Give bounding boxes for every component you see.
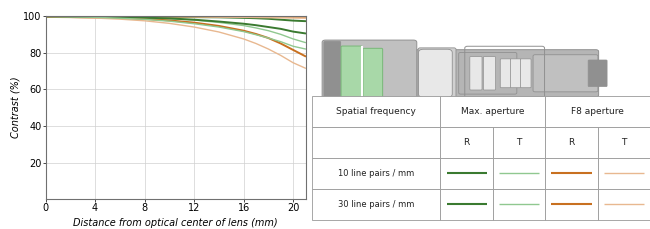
Bar [545,127,597,158]
Text: Spatial frequency: Spatial frequency [336,107,416,116]
FancyBboxPatch shape [472,97,537,123]
FancyBboxPatch shape [484,57,495,90]
Text: 10 line pairs / mm: 10 line pairs / mm [338,169,414,178]
Text: R: R [568,138,575,147]
Bar [312,96,441,127]
Text: R: R [463,138,470,147]
Bar [597,189,650,220]
FancyBboxPatch shape [459,52,517,94]
FancyBboxPatch shape [363,48,383,98]
Bar [597,158,650,189]
FancyBboxPatch shape [521,59,531,88]
FancyBboxPatch shape [324,41,341,105]
Bar [545,189,597,220]
Bar [441,158,493,189]
FancyBboxPatch shape [500,59,511,88]
Text: 30 line pairs / mm: 30 line pairs / mm [338,200,415,209]
Text: F8 aperture: F8 aperture [571,107,624,116]
Bar [597,127,650,158]
FancyBboxPatch shape [418,48,456,99]
Text: T: T [516,138,522,147]
FancyBboxPatch shape [588,60,607,87]
Bar [312,158,441,189]
FancyBboxPatch shape [419,49,452,97]
Bar [441,127,493,158]
FancyBboxPatch shape [322,40,417,106]
Bar [545,158,597,189]
Y-axis label: Contrast (%): Contrast (%) [10,77,20,139]
Bar [493,158,545,189]
FancyBboxPatch shape [470,57,482,90]
Text: T: T [621,138,627,147]
Bar [545,96,650,127]
Bar [441,96,545,127]
Bar [441,189,493,220]
Bar [312,189,441,220]
Text: Max. aperture: Max. aperture [461,107,525,116]
Bar [493,127,545,158]
FancyBboxPatch shape [533,55,598,92]
Bar [493,189,545,220]
FancyBboxPatch shape [341,46,362,101]
X-axis label: Distance from optical center of lens (mm): Distance from optical center of lens (mm… [73,218,278,228]
FancyBboxPatch shape [404,50,599,97]
Bar [312,127,441,158]
FancyBboxPatch shape [510,59,521,88]
